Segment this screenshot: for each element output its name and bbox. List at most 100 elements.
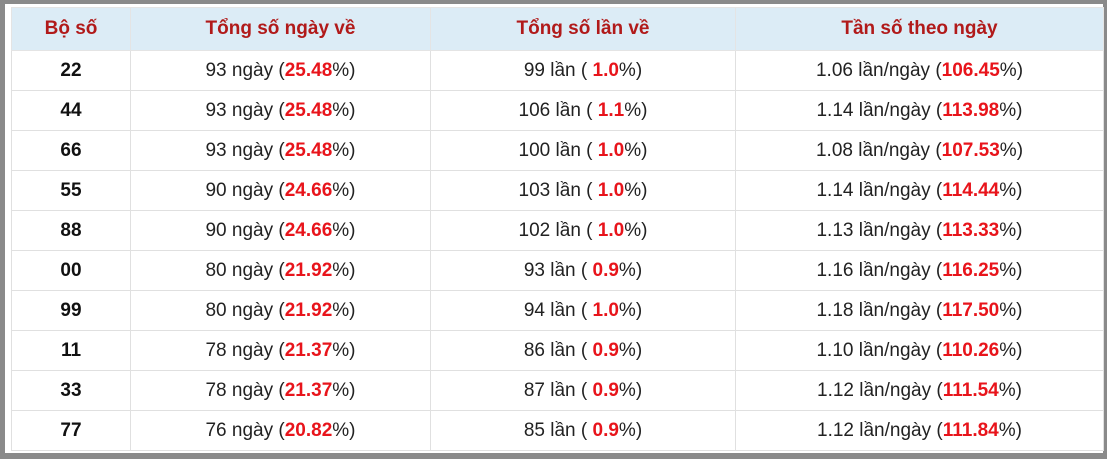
cell-text: 93 lần ( — [523, 259, 593, 281]
cell-text: 85 lần ( — [523, 419, 593, 441]
percent-value: 1.0 — [597, 139, 625, 161]
cell-text: 80 ngày ( — [205, 299, 285, 321]
percent-value: 0.9 — [592, 259, 619, 281]
stat-cell: 1.14 lần/ngày (113.98%) — [735, 90, 1104, 131]
cell-text: %) — [998, 419, 1022, 441]
header-cell: Tổng số ngày về — [130, 7, 431, 51]
percent-value: 106.45 — [941, 59, 1000, 81]
stats-table: Bộ số Tổng số ngày về Tổng số lần về Tần số… — [11, 7, 1104, 451]
percent-value: 25.48 — [284, 99, 333, 121]
cell-text: 78 ngày ( — [205, 339, 285, 361]
cell-text: 87 lần ( — [523, 379, 593, 401]
cell-text: 100 lần ( — [518, 139, 598, 161]
cell-text: %) — [332, 179, 356, 201]
percent-value: 113.98 — [942, 99, 1000, 121]
header-row: Bộ số Tổng số ngày về Tổng số lần về Tần số… — [11, 7, 1104, 51]
stat-cell: 1.10 lần/ngày (110.26%) — [735, 330, 1104, 371]
cell-text: 90 ngày ( — [205, 219, 285, 241]
percent-value: 21.37 — [284, 379, 333, 401]
table-row: 11 78 ngày (21.37%) 86 lần ( 0.9%) 1.10 lần… — [11, 330, 1104, 371]
number-cell: 77 — [11, 410, 131, 451]
table-row: 88 90 ngày (24.66%) 102 lần ( 1.0%) 1.13 lầ… — [11, 210, 1104, 251]
stat-cell: 1.14 lần/ngày (114.44%) — [735, 170, 1104, 211]
percent-value: 111.84 — [942, 419, 999, 441]
stat-cell: 1.16 lần/ngày (116.25%) — [735, 250, 1104, 291]
stat-cell: 1.18 lần/ngày (117.50%) — [735, 290, 1104, 331]
cell-text: %) — [332, 259, 356, 281]
table-row: 00 80 ngày (21.92%) 93 lần ( 0.9%) 1.16 lần… — [11, 250, 1104, 291]
cell-text: %) — [624, 139, 648, 161]
number-cell: 11 — [11, 330, 131, 371]
stat-cell: 1.12 lần/ngày (111.54%) — [735, 370, 1104, 411]
number-cell: 99 — [11, 290, 131, 331]
percent-value: 113.33 — [942, 219, 1000, 241]
cell-text: %) — [998, 379, 1022, 401]
stat-cell: 80 ngày (21.92%) — [130, 250, 431, 291]
cell-text: %) — [332, 59, 356, 81]
percent-value: 1.1 — [597, 99, 625, 121]
cell-text: %) — [999, 219, 1023, 241]
percent-value: 0.9 — [592, 339, 619, 361]
cell-text: %) — [332, 99, 356, 121]
stat-cell: 76 ngày (20.82%) — [130, 410, 431, 451]
percent-value: 21.92 — [284, 299, 333, 321]
cell-text: 93 ngày ( — [205, 139, 285, 161]
stat-cell: 1.12 lần/ngày (111.84%) — [735, 410, 1104, 451]
percent-value: 20.82 — [284, 419, 333, 441]
stat-cell: 93 lần ( 0.9%) — [430, 250, 736, 291]
header-cell: Tần số theo ngày — [735, 7, 1104, 51]
percent-value: 117.50 — [942, 299, 1000, 321]
percent-value: 25.48 — [284, 139, 333, 161]
cell-text: 1.12 lần/ngày ( — [817, 419, 943, 441]
table-row: 99 80 ngày (21.92%) 94 lần ( 1.0%) 1.18 lần… — [11, 290, 1104, 331]
percent-value: 114.44 — [942, 179, 1000, 201]
number-cell: 55 — [11, 170, 131, 211]
stat-cell: 1.06 lần/ngày (106.45%) — [735, 50, 1104, 91]
stat-cell: 1.13 lần/ngày (113.33%) — [735, 210, 1104, 251]
number-cell: 88 — [11, 210, 131, 251]
cell-text: %) — [332, 379, 356, 401]
stat-cell: 1.08 lần/ngày (107.53%) — [735, 130, 1104, 171]
cell-text: %) — [618, 259, 643, 281]
cell-text: 80 ngày ( — [205, 259, 285, 281]
table-row: 33 78 ngày (21.37%) 87 lần ( 0.9%) 1.12 lần… — [11, 370, 1104, 411]
stat-cell: 102 lần ( 1.0%) — [430, 210, 736, 251]
stat-cell: 80 ngày (21.92%) — [130, 290, 431, 331]
cell-text: %) — [618, 419, 643, 441]
stat-cell: 93 ngày (25.48%) — [130, 90, 431, 131]
cell-text: 106 lần ( — [518, 99, 598, 121]
percent-value: 0.9 — [592, 379, 619, 401]
cell-text: 1.14 lần/ngày ( — [816, 179, 943, 201]
percent-value: 25.48 — [284, 59, 333, 81]
cell-text: 1.14 lần/ngày ( — [816, 99, 943, 121]
cell-text: 78 ngày ( — [205, 379, 285, 401]
percent-value: 21.92 — [284, 259, 333, 281]
cell-text: %) — [999, 339, 1023, 361]
stat-cell: 103 lần ( 1.0%) — [430, 170, 736, 211]
cell-text: 1.18 lần/ngày ( — [816, 299, 943, 321]
percent-value: 1.0 — [592, 299, 619, 321]
percent-value: 1.0 — [597, 219, 625, 241]
cell-text: 94 lần ( — [523, 299, 593, 321]
stat-cell: 100 lần ( 1.0%) — [430, 130, 736, 171]
cell-text: %) — [999, 259, 1023, 281]
stat-cell: 90 ngày (24.66%) — [130, 170, 431, 211]
cell-text: %) — [624, 99, 648, 121]
stat-cell: 85 lần ( 0.9%) — [430, 410, 736, 451]
cell-text: 1.16 lần/ngày ( — [816, 259, 943, 281]
percent-value: 21.37 — [284, 339, 333, 361]
table-body: 22 93 ngày (25.48%) 99 lần ( 1.0%) 1.06 lần… — [11, 50, 1104, 451]
cell-text: %) — [332, 299, 356, 321]
cell-text: 93 ngày ( — [205, 99, 285, 121]
cell-text: %) — [618, 339, 643, 361]
percent-value: 111.54 — [942, 379, 999, 401]
cell-text: %) — [332, 339, 356, 361]
cell-text: %) — [332, 139, 356, 161]
cell-text: 103 lần ( — [518, 179, 598, 201]
cell-text: 86 lần ( — [523, 339, 593, 361]
cell-text: 1.06 lần/ngày ( — [815, 59, 942, 81]
cell-text: 93 ngày ( — [205, 59, 285, 81]
cell-text: %) — [618, 379, 643, 401]
cell-text: %) — [999, 59, 1024, 81]
